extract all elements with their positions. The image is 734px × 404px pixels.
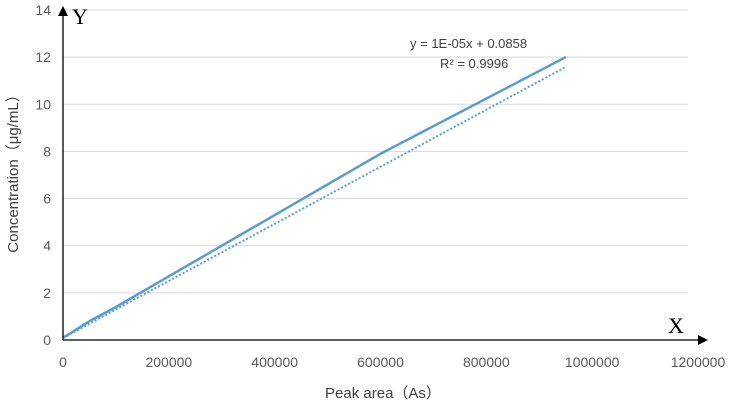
y-tick-label: 10 bbox=[35, 96, 51, 112]
series-layer bbox=[62, 56, 567, 339]
r-squared-label: R² = 0.9996 bbox=[440, 56, 508, 71]
tick-labels: 0 2 4 6 8 10 12 14 0 200000 400000 600000 800000 1000… bbox=[35, 2, 725, 370]
series-line-0 bbox=[62, 56, 567, 339]
x-tick-label: 0 bbox=[59, 354, 67, 370]
y-tick-label: 12 bbox=[35, 49, 51, 65]
y-axis-letter: Y bbox=[72, 4, 88, 29]
trendline-equation: y = 1E-05x + 0.0858 bbox=[410, 36, 527, 51]
x-tick-label: 800000 bbox=[463, 354, 510, 370]
y-tick-label: 6 bbox=[43, 191, 51, 207]
y-tick-label: 8 bbox=[43, 143, 51, 159]
y-tick-label: 0 bbox=[43, 332, 51, 348]
gridlines bbox=[63, 9, 688, 294]
y-tick-label: 4 bbox=[43, 238, 51, 254]
x-tick-label: 600000 bbox=[357, 354, 404, 370]
x-tick-label: 400000 bbox=[251, 354, 298, 370]
x-tick-label: 1200000 bbox=[671, 354, 726, 370]
x-tick-label: 1000000 bbox=[565, 354, 620, 370]
axes bbox=[58, 6, 708, 345]
y-tick-label: 2 bbox=[43, 285, 51, 301]
x-axis-title: Peak area（As） bbox=[325, 385, 441, 402]
x-tick-label: 200000 bbox=[145, 354, 192, 370]
trendline bbox=[62, 66, 567, 339]
x-axis-letter: X bbox=[668, 313, 684, 338]
y-axis-title: Concentration（μg/mL） bbox=[5, 87, 22, 252]
y-tick-label: 14 bbox=[35, 2, 51, 18]
